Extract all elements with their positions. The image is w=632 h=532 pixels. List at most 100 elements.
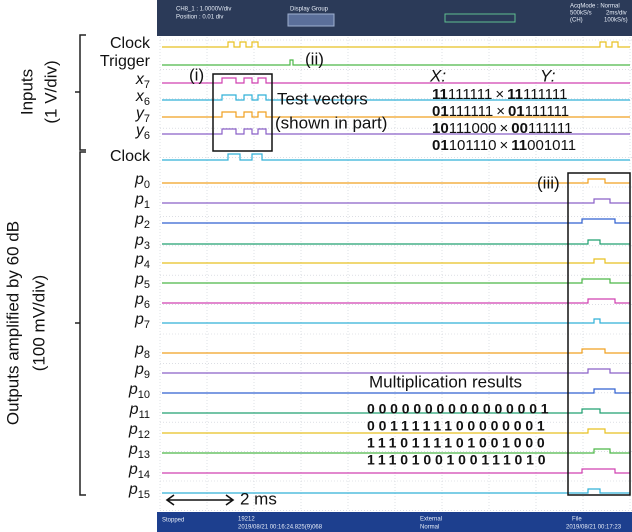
label-sub: 14 (138, 469, 150, 481)
channel-label: p12 (128, 421, 150, 441)
bits-high: 00 (511, 120, 528, 137)
annotation: (iii) (537, 173, 560, 192)
label-sub: 6 (144, 96, 150, 108)
label-base: p (128, 381, 138, 398)
label-base: p (134, 251, 144, 268)
channel-label: p8 (134, 341, 150, 361)
result-row: 0011111100000001 (367, 418, 549, 434)
channel-label: p10 (128, 381, 150, 401)
label-sub: 13 (138, 449, 150, 461)
label-sub: 8 (144, 349, 150, 361)
label-base: p (134, 361, 144, 378)
label-base: p (134, 211, 144, 228)
footer-text: 19212 (238, 517, 255, 523)
label-sub: 6 (144, 299, 150, 311)
label-sub: 0 (144, 179, 150, 191)
times: × (495, 86, 504, 103)
group-label: Inputs (17, 69, 36, 115)
group-buttons (288, 14, 334, 26)
group-label: Outputs amplified by 60 dB (3, 221, 22, 425)
channel-label: p11 (129, 401, 150, 421)
label-base: p (134, 311, 144, 328)
footer-text: External (420, 517, 442, 523)
header-text: Display Group (290, 7, 329, 13)
label-base: p (129, 401, 139, 418)
test-vector: 11111111×11111111 (432, 86, 567, 103)
annotation: Y: (540, 66, 556, 85)
bits-low: 111111 (449, 103, 494, 120)
label-base: p (128, 441, 138, 458)
bits-high: 11 (432, 86, 448, 103)
label-sub: 7 (144, 113, 150, 125)
label-sub: 6 (144, 130, 150, 142)
label-base: p (134, 291, 144, 308)
channel-label: p5 (134, 271, 150, 291)
channel-label: p14 (128, 461, 150, 481)
channel-label: y6 (135, 122, 150, 142)
label-base: p (134, 232, 144, 249)
header-text: 100kS/s) (604, 18, 628, 24)
annotation: (i) (189, 65, 204, 84)
channel-label: Clock (110, 35, 151, 52)
header-text: CH8_1 : 1.0000V/div (176, 7, 231, 13)
label-sub: 15 (138, 489, 150, 501)
label-sub: 10 (138, 389, 150, 401)
annotation: X: (429, 66, 446, 85)
label-base: p (134, 171, 144, 188)
header-text: 2ms/div (606, 11, 627, 17)
bits-high: 01 (508, 103, 525, 120)
channel-label: p15 (128, 481, 150, 501)
channel-label: p3 (134, 232, 150, 252)
footer-text: 2019/08/21 00:16:24.825(9)068 (238, 525, 323, 531)
annotation: Test vectors (277, 89, 368, 108)
label-sub: 1 (144, 199, 150, 211)
header-text: AcqMode : Normal (570, 4, 620, 10)
label-sub: 11 (139, 409, 150, 421)
label-sub: 3 (144, 240, 150, 252)
header-text: Position : 0.01 div (176, 15, 223, 21)
channel-label: p0 (134, 171, 150, 191)
bits-high: 11 (511, 137, 527, 154)
bits-low: 111111 (528, 120, 573, 137)
scope-header (157, 0, 632, 36)
label-base: p (134, 271, 144, 288)
bits-low: 111111 (525, 103, 570, 120)
header-text: 500kS/s (570, 11, 592, 17)
label-sub: 5 (144, 279, 150, 291)
bits-low: 001011 (527, 137, 576, 154)
bits-high: 11 (507, 86, 523, 103)
footer-text: Normal (420, 525, 439, 531)
annotation: (ii) (305, 49, 324, 68)
channel-label: p13 (128, 441, 150, 461)
label-base: p (128, 421, 138, 438)
times: × (500, 120, 509, 137)
result-row: 0000000000000001 (367, 401, 552, 417)
scope-footer (157, 512, 632, 532)
channel-label: p2 (134, 211, 150, 231)
annotation: Multiplication results (369, 372, 522, 391)
channel-label: p1 (134, 191, 150, 211)
inputs-brace (75, 35, 86, 150)
label-sub: 12 (138, 429, 150, 441)
footer-text: Stopped (162, 518, 184, 524)
label-sub: 4 (144, 259, 150, 271)
label-sub: 7 (144, 79, 150, 91)
result-row: 1110100100111010 (367, 452, 549, 468)
label-base: p (134, 191, 144, 208)
label-base: p (134, 341, 144, 358)
channel-label: p4 (134, 251, 150, 271)
times: × (500, 137, 509, 154)
channel-label: p9 (134, 361, 150, 381)
footer-text: File (572, 517, 582, 523)
test-vector: 10111000×00111111 (432, 120, 572, 137)
outputs-brace (75, 152, 86, 495)
test-vector: 01111111×01111111 (432, 103, 569, 120)
header-text: (CH) (570, 18, 583, 24)
result-row: 1110111101001000 (367, 435, 549, 451)
footer-text: 2019/08/21 00:17:23 (566, 525, 622, 531)
label-base: p (128, 461, 138, 478)
annotation: 2 ms (240, 489, 277, 508)
label-sub: 9 (144, 369, 150, 381)
label-sub: 2 (144, 219, 150, 231)
annotation: (shown in part) (275, 113, 387, 132)
